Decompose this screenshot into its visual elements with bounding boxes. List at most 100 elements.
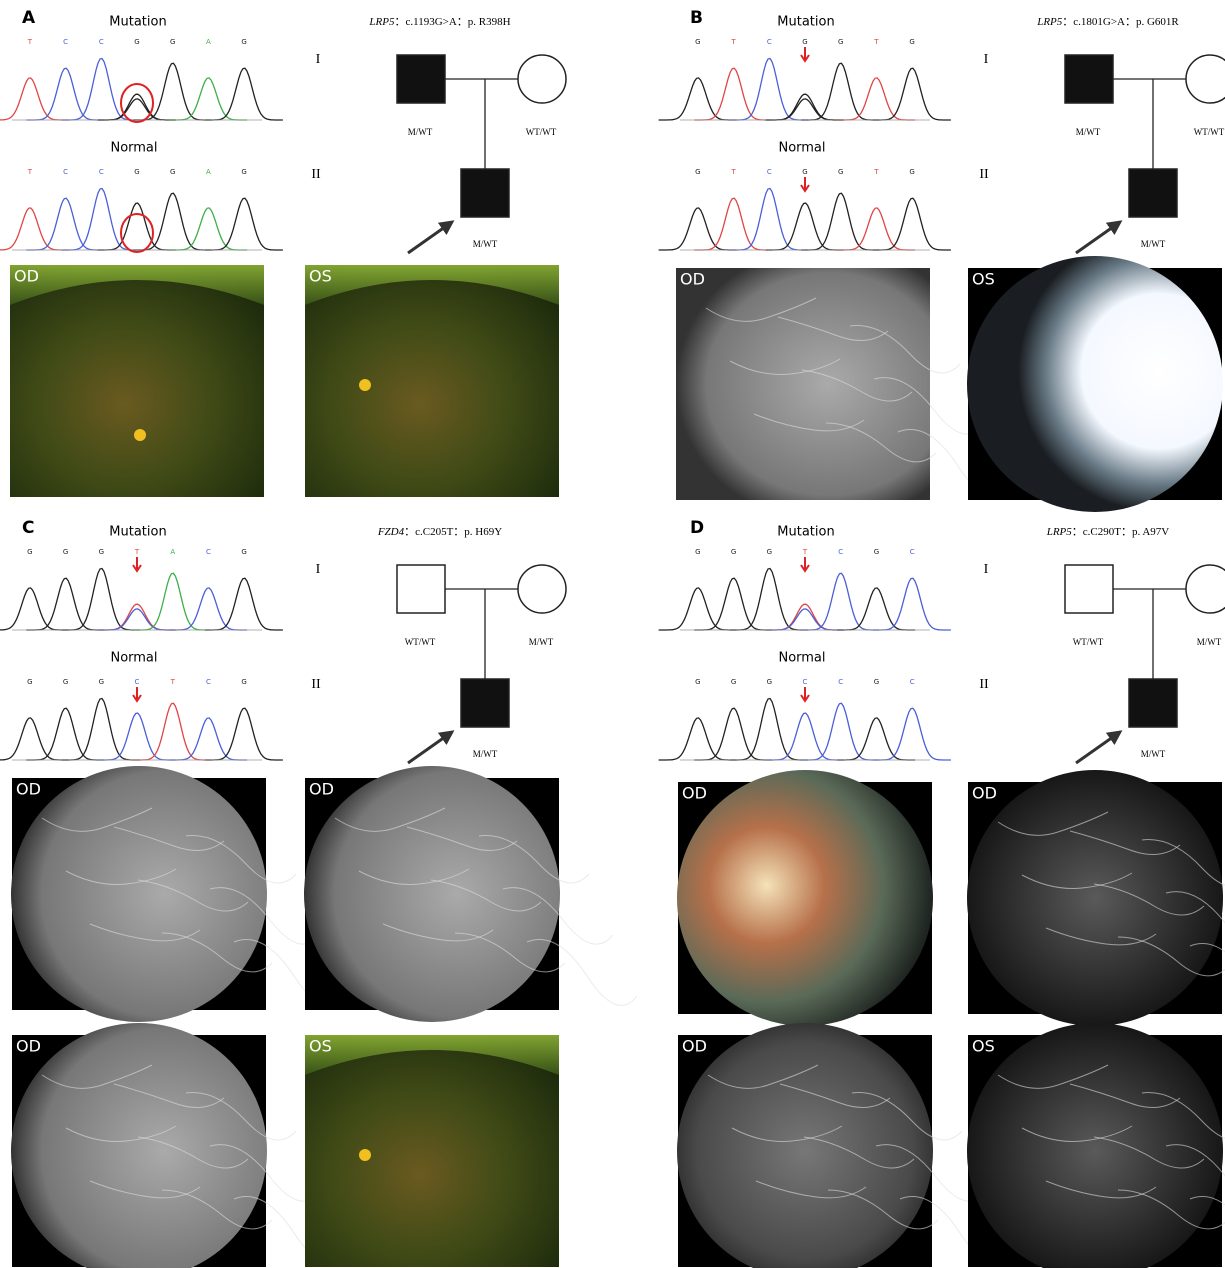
base-call: C (910, 548, 915, 556)
panel-label: B (690, 8, 703, 28)
base-call: G (27, 678, 32, 686)
base-call: G (241, 38, 246, 46)
mother (1186, 55, 1225, 103)
base-call: C (767, 168, 772, 176)
gene-name: LRP5 (1046, 526, 1073, 538)
eye-label: OD (16, 780, 41, 799)
chromatogram-peak (98, 604, 176, 630)
variant-text: LRP5：c.C290T：p. A97V (1046, 526, 1170, 538)
base-call: A (206, 168, 211, 176)
genotype: M/WT (1197, 637, 1222, 647)
base-call: T (27, 38, 33, 46)
optic-disc (359, 379, 371, 391)
base-call: T (730, 38, 736, 46)
chromatogram-peak (659, 588, 737, 630)
eye-label: OD (309, 780, 334, 799)
chromatogram-peak (133, 573, 211, 630)
base-call: A (170, 548, 175, 556)
fundus-image (11, 766, 267, 1022)
eye-label: OD (14, 267, 39, 286)
highlight-arrow (801, 557, 809, 571)
base-call: G (838, 38, 843, 46)
eye-label: OS (309, 1037, 332, 1056)
base-call: T (873, 168, 879, 176)
normal-title: Normal (110, 141, 157, 156)
base-call: C (99, 168, 104, 176)
base-call: G (767, 548, 772, 556)
base-call: C (838, 548, 843, 556)
base-call: G (695, 168, 700, 176)
chromatogram-peak (766, 94, 844, 120)
fundus-image-bg (10, 265, 264, 497)
eye-label: OD (16, 1037, 41, 1056)
base-call: G (909, 168, 914, 176)
base-call: G (27, 548, 32, 556)
fundus-image (967, 256, 1223, 512)
proband-arrow (408, 732, 452, 763)
base-call: G (170, 168, 175, 176)
eye-label: OD (680, 270, 705, 289)
mutation-title: Mutation (109, 15, 166, 30)
genotype: M/WT (1076, 127, 1101, 137)
panel-label: C (22, 518, 34, 538)
proband (1129, 679, 1177, 727)
chromatogram-peak (98, 99, 176, 120)
chromatogram-peak (801, 573, 879, 630)
variant: ：c.C205T：p. H69Y (404, 526, 502, 538)
base-call: G (838, 168, 843, 176)
highlight-arrow (133, 687, 141, 701)
eye-label: OS (972, 1037, 995, 1056)
chromatogram-peak (766, 609, 844, 630)
base-call: C (206, 678, 211, 686)
chromatogram-peak (659, 718, 737, 760)
base-call: G (767, 678, 772, 686)
generation-label: II (979, 167, 989, 182)
fundus-image (304, 766, 560, 1022)
genotype: M/WT (473, 239, 498, 249)
father (1065, 55, 1113, 103)
fundus-image-bg (676, 268, 930, 500)
genotype: WT/WT (1194, 127, 1225, 137)
mutation-title: Mutation (777, 525, 834, 540)
base-call: T (27, 168, 33, 176)
base-call: G (99, 678, 104, 686)
father (397, 55, 445, 103)
base-call: G (695, 548, 700, 556)
base-call: G (695, 678, 700, 686)
normal-title: Normal (778, 141, 825, 156)
eye-label: OD (682, 784, 707, 803)
proband-arrow (1076, 222, 1120, 253)
panel: BMutationGTCGGTGGTCGGTGNormalLRP5：c.1801… (659, 8, 1225, 512)
gene-name: LRP5 (1036, 16, 1063, 28)
generation-label: II (979, 677, 989, 692)
father (1065, 565, 1113, 613)
mother (518, 565, 566, 613)
variant-text: LRP5：c.1193G>A：p. R398H (368, 16, 510, 28)
mutation-title: Mutation (777, 15, 834, 30)
eye-label: OD (682, 1037, 707, 1056)
base-call: G (63, 548, 68, 556)
chromatogram-peak (659, 208, 737, 250)
base-call: C (63, 168, 68, 176)
proband (1129, 169, 1177, 217)
variant: ：c.1193G>A：p. R398H (394, 16, 510, 28)
normal-title: Normal (110, 651, 157, 666)
panel-label: A (22, 8, 36, 28)
mother (1186, 565, 1225, 613)
eye-label: OS (972, 270, 995, 289)
base-call: G (63, 678, 68, 686)
base-call: G (134, 168, 139, 176)
genotype: M/WT (473, 749, 498, 759)
generation-label: I (316, 52, 321, 67)
base-call: G (170, 38, 175, 46)
base-call: G (731, 548, 736, 556)
genotype: WT/WT (1073, 637, 1104, 647)
genotype: M/WT (1141, 749, 1166, 759)
base-call: G (241, 678, 246, 686)
eye-label: OD (972, 784, 997, 803)
base-call: T (170, 678, 176, 686)
chromatogram-peak (98, 609, 176, 630)
eye-label: OS (309, 267, 332, 286)
